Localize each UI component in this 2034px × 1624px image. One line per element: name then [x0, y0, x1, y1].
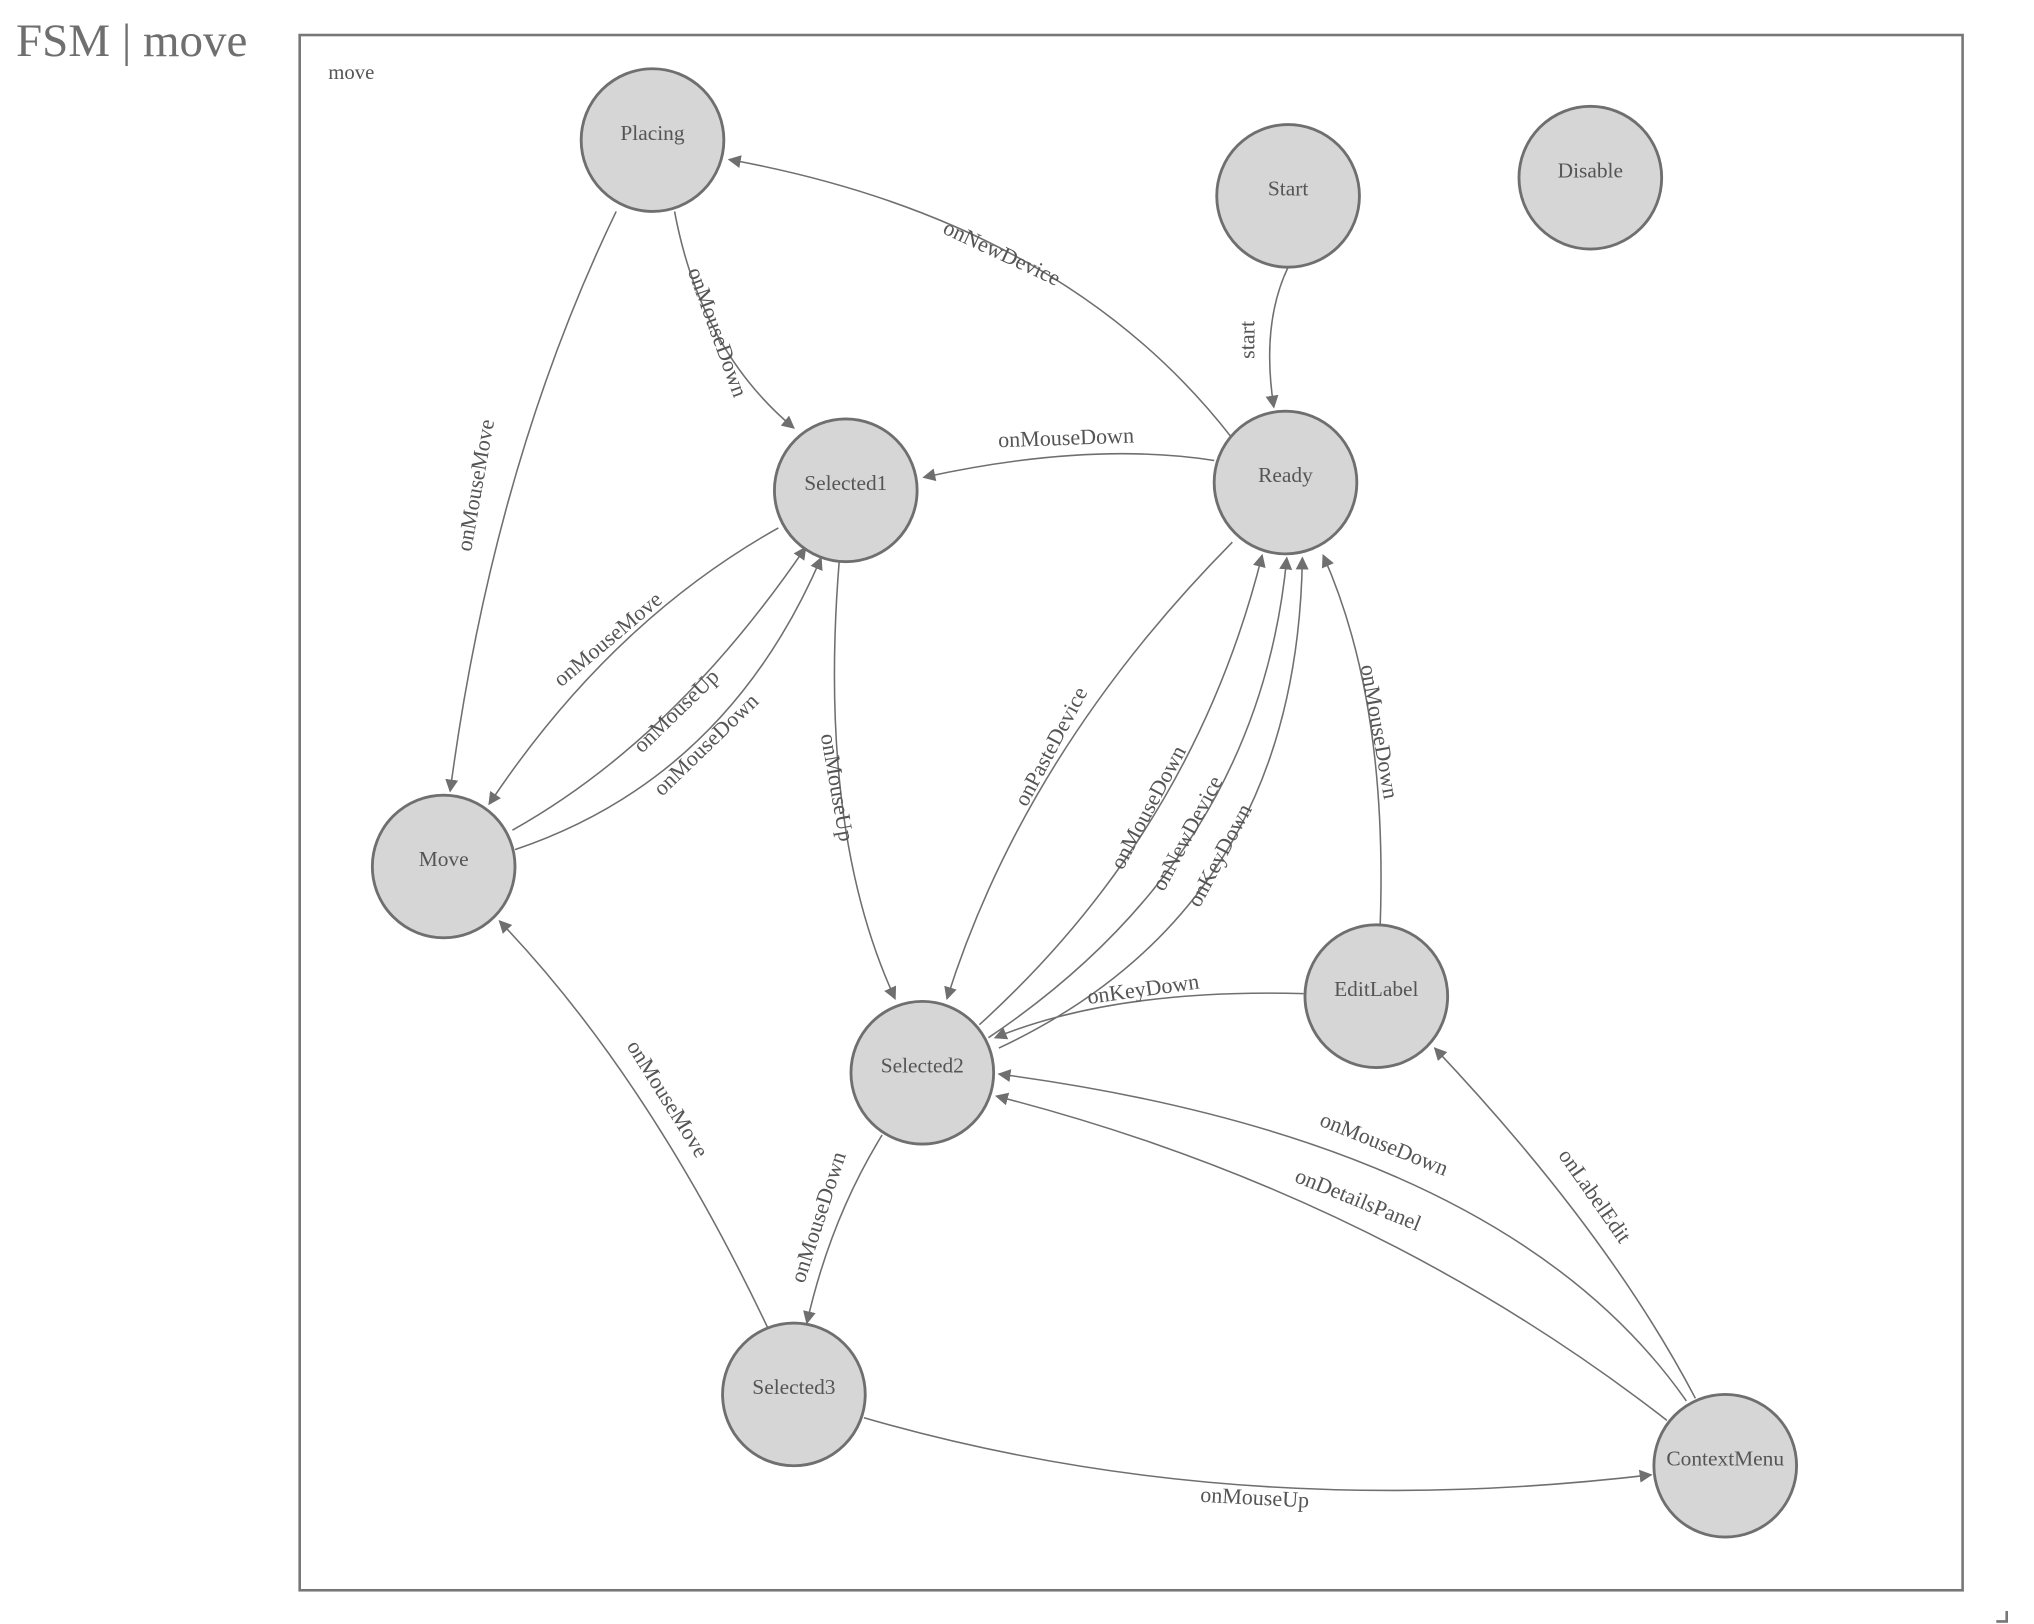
- transition-label: onMouseUp: [1200, 1482, 1310, 1513]
- transition-arrow: [673, 211, 795, 429]
- page-title: FSM | move: [16, 15, 248, 67]
- transition-arrow: [997, 1069, 1687, 1402]
- resize-corner[interactable]: [1996, 1611, 2009, 1623]
- state-start[interactable]: Start: [1215, 123, 1361, 269]
- transition-arrow: [498, 920, 769, 1329]
- transition-arrow: [512, 546, 807, 831]
- state-circle[interactable]: [721, 1321, 867, 1468]
- state-selected1[interactable]: Selected1: [773, 417, 919, 564]
- state-label: Start: [1268, 177, 1308, 201]
- transition-arrow: [922, 452, 1215, 482]
- state-disable[interactable]: Disable: [1517, 104, 1664, 251]
- state-label: Selected2: [881, 1053, 964, 1077]
- edge-placing-to-selected1: onMouseDown: [673, 211, 795, 429]
- transition-label: onMouseUp: [816, 731, 860, 843]
- state-circle[interactable]: [1303, 923, 1450, 1069]
- group-label: move: [328, 62, 374, 84]
- state-label: Placing: [620, 121, 684, 145]
- state-circle[interactable]: [1652, 1392, 1798, 1539]
- state-circle[interactable]: [1517, 104, 1664, 251]
- transition-arrow: [1265, 266, 1289, 409]
- transition-label: onMouseMove: [451, 417, 499, 553]
- state-circle[interactable]: [579, 67, 726, 213]
- state-circle[interactable]: [773, 417, 919, 564]
- transition-label: start: [1234, 321, 1259, 359]
- transition-arrow: [988, 556, 1293, 1039]
- transition-arrow: [944, 541, 1233, 1001]
- state-ready[interactable]: Ready: [1212, 409, 1359, 556]
- edge-contextmenu-to-selected2: onDetailsPanel: [994, 1092, 1668, 1421]
- state-label: Disable: [1558, 158, 1623, 182]
- state-circle[interactable]: [370, 793, 517, 940]
- transition-arrow: [727, 155, 1233, 439]
- edge-selected1-to-selected2: onMouseUp: [816, 560, 897, 1000]
- edge-ready-to-placing: onNewDevice: [727, 155, 1233, 439]
- transition-arrow: [803, 1134, 883, 1325]
- edge-selected1-to-move: onMouseMove: [488, 527, 779, 806]
- transition-arrow: [863, 1417, 1653, 1492]
- transition-arrow: [993, 992, 1304, 1040]
- state-selected3[interactable]: Selected3: [721, 1321, 867, 1468]
- edge-contextmenu-to-selected2: onMouseDown: [997, 1069, 1687, 1402]
- group-frame: [298, 33, 1964, 1592]
- edge-contextmenu-to-editlabel: onLabelEdit: [1433, 1047, 1697, 1399]
- transition-label: onMouseDown: [998, 423, 1135, 453]
- state-move[interactable]: Move: [370, 793, 517, 940]
- state-label: Selected3: [752, 1375, 835, 1399]
- state-label: Move: [419, 847, 469, 871]
- state-editlabel[interactable]: EditLabel: [1303, 923, 1450, 1069]
- transition-arrow: [833, 560, 897, 1000]
- transition-arrow: [445, 211, 617, 793]
- state-label: EditLabel: [1334, 977, 1418, 1001]
- state-label: Ready: [1258, 463, 1313, 487]
- transition-arrow: [978, 553, 1266, 1026]
- transition-arrow: [1321, 553, 1382, 925]
- edge-placing-to-move: onMouseMove: [445, 211, 617, 793]
- state-label: Selected1: [804, 471, 887, 495]
- state-selected2[interactable]: Selected2: [849, 999, 996, 1146]
- state-placing[interactable]: Placing: [579, 67, 726, 213]
- state-circle[interactable]: [849, 999, 996, 1146]
- transition-label: onNewDevice: [940, 215, 1065, 291]
- transition-arrow: [1433, 1047, 1697, 1399]
- transition-label: onMouseDown: [1356, 662, 1404, 800]
- transition-label: onDetailsPanel: [1292, 1163, 1425, 1236]
- edge-editlabel-to-selected2: onKeyDown: [993, 969, 1304, 1040]
- state-circle[interactable]: [1212, 409, 1359, 556]
- edge-editlabel-to-ready: onMouseDown: [1321, 553, 1404, 925]
- edge-selected3-to-move: onMouseMove: [498, 920, 769, 1329]
- transition-arrow: [994, 1092, 1668, 1421]
- transition-label: onPasteDevice: [1009, 682, 1093, 810]
- transition-label: onMouseDown: [683, 264, 753, 400]
- edge-ready-to-selected2: onPasteDevice: [944, 541, 1233, 1001]
- transition-arrow: [514, 556, 823, 851]
- state-circle[interactable]: [1215, 123, 1361, 269]
- transition-arrow: [998, 556, 1309, 1049]
- edge-selected3-to-contextmenu: onMouseUp: [863, 1417, 1653, 1513]
- transition-label: onMouseDown: [1317, 1107, 1452, 1181]
- edge-selected2-to-selected3: onMouseDown: [785, 1134, 883, 1325]
- edge-start-to-ready: start: [1234, 266, 1289, 409]
- transition-label: onLabelEdit: [1554, 1144, 1637, 1248]
- transition-label: onMouseMove: [548, 586, 666, 691]
- transition-label: onKeyDown: [1086, 969, 1201, 1009]
- edge-ready-to-selected1: onMouseDown: [922, 423, 1215, 482]
- transition-arrow: [488, 527, 779, 806]
- state-label: ContextMenu: [1666, 1446, 1784, 1470]
- state-contextmenu[interactable]: ContextMenu: [1652, 1392, 1798, 1539]
